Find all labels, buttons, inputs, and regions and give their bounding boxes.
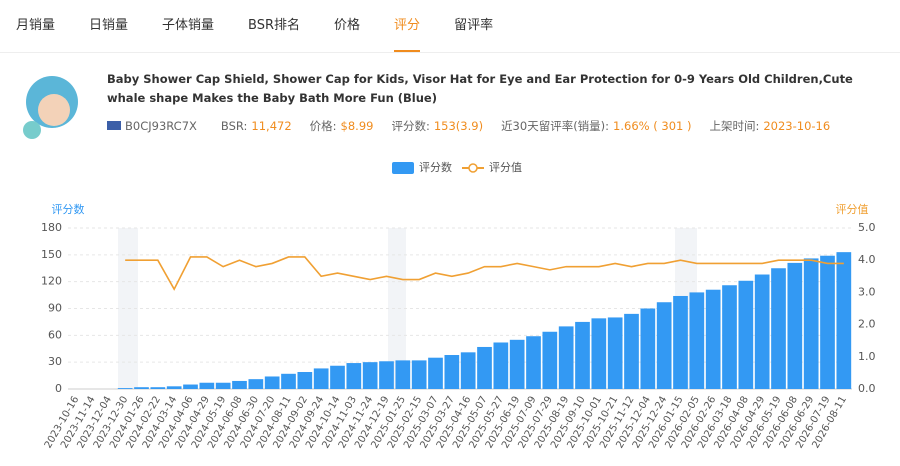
bar <box>362 362 378 389</box>
bar <box>215 382 231 389</box>
bar <box>117 388 133 389</box>
bar <box>640 308 656 389</box>
product-title: Baby Shower Cap Shield, Shower Cap for K… <box>107 72 853 105</box>
bar <box>591 318 607 389</box>
bar <box>575 321 590 389</box>
y-tick-label: 60 <box>48 328 62 341</box>
asin[interactable]: B0CJ93RC7X <box>125 119 197 133</box>
bar <box>411 360 427 389</box>
bar <box>330 365 345 389</box>
field-label: 近30天留评率(销量): <box>501 119 610 133</box>
bar <box>134 387 149 389</box>
bar <box>232 380 247 389</box>
bar <box>607 317 623 389</box>
y2-axis-title: 评分值 <box>836 203 869 216</box>
bar <box>689 292 705 389</box>
y-tick-label: 0 <box>55 382 62 395</box>
tab[interactable]: 子体销量 <box>162 18 215 33</box>
y-axis-title: 评分数 <box>52 203 85 216</box>
field-label: BSR: <box>220 119 248 133</box>
y-tick-label: 150 <box>41 248 62 261</box>
y2-tick-label: 3.0 <box>858 285 876 298</box>
field-label: 上架时间: <box>709 119 760 133</box>
product-image <box>23 76 78 139</box>
line <box>125 256 844 291</box>
bar <box>836 252 852 389</box>
field-value: 1.66% ( 301 ) <box>613 119 692 133</box>
bar <box>656 302 672 389</box>
bar <box>477 346 492 389</box>
y-tick-label: 90 <box>48 302 62 315</box>
product: Baby Shower Cap Shield, Shower Cap for K… <box>22 70 882 144</box>
field-value: 11,472 <box>251 119 292 133</box>
field-label: 评分数: <box>391 119 430 133</box>
legend-label: 评分数 <box>419 161 452 174</box>
field-value: 2023-10-16 <box>763 119 831 133</box>
field-value: 153(3.9) <box>433 119 484 133</box>
bar <box>509 339 525 389</box>
bar <box>248 379 264 389</box>
bar <box>787 262 803 389</box>
y2-tick-label: 4.0 <box>858 253 876 266</box>
bar <box>705 289 721 389</box>
tab[interactable]: 留评率 <box>454 18 494 33</box>
bar <box>771 268 786 389</box>
y2-tick-label: 5.0 <box>858 221 876 234</box>
legend-swatch <box>392 162 414 174</box>
tab[interactable]: 价格 <box>334 18 361 33</box>
field-label: 价格: <box>309 119 337 133</box>
tab[interactable]: 日销量 <box>89 18 129 33</box>
bar <box>526 336 541 389</box>
bar <box>379 361 394 389</box>
bar <box>313 368 329 389</box>
bar <box>166 386 182 389</box>
bar <box>297 372 313 389</box>
y-tick-label: 120 <box>41 275 62 288</box>
legend-label: 评分值 <box>489 161 522 174</box>
bar <box>673 295 688 389</box>
field-value: $8.99 <box>340 119 374 133</box>
bar <box>150 387 166 389</box>
y-tick-label: 30 <box>48 355 62 368</box>
y-tick-label: 180 <box>41 221 62 234</box>
bar <box>738 280 754 389</box>
bar <box>395 360 411 389</box>
tab-bar: 月销量 日销量 子体销量 BSR排名 价格 评分 留评率 <box>0 0 900 53</box>
bar <box>264 376 280 389</box>
tab[interactable]: BSR排名 <box>248 18 301 33</box>
y2-tick-label: 1.0 <box>858 350 876 363</box>
bar <box>460 352 476 389</box>
bar <box>346 363 362 389</box>
legend-swatch <box>468 163 478 173</box>
bar <box>444 355 460 389</box>
bar <box>754 274 770 389</box>
bar <box>820 255 835 389</box>
y2-tick-label: 0.0 <box>858 382 876 395</box>
flag <box>107 121 121 130</box>
tab[interactable]: 评分 <box>394 0 421 52</box>
product-meta: B0CJ93RC7X BSR: 11,472 价格: $8.99 评分数: 153(3.9)… <box>107 118 848 134</box>
bar <box>199 382 215 389</box>
bar <box>542 331 558 389</box>
bar <box>624 313 639 389</box>
bar <box>722 285 737 389</box>
y2-tick-label: 2.0 <box>858 318 876 331</box>
bar <box>183 384 198 389</box>
bar <box>493 342 509 389</box>
bar <box>803 258 819 389</box>
tab[interactable]: 月销量 <box>16 18 56 33</box>
bar <box>558 326 574 389</box>
bar <box>428 357 443 389</box>
bar <box>281 373 296 389</box>
